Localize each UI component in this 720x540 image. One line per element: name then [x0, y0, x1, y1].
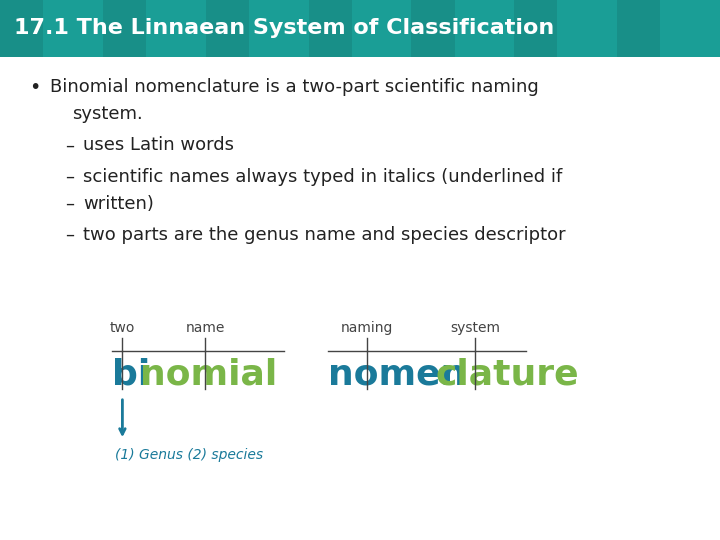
Bar — [514, 0, 557, 57]
Text: nomial: nomial — [140, 357, 278, 392]
Text: name: name — [186, 321, 225, 335]
Bar — [206, 0, 249, 57]
Text: •: • — [29, 78, 40, 97]
Text: two: two — [109, 321, 135, 335]
Text: –: – — [65, 167, 73, 186]
Text: uses Latin words: uses Latin words — [83, 136, 234, 154]
Text: –: – — [65, 136, 73, 154]
Text: –: – — [65, 195, 73, 213]
Text: system.: system. — [72, 105, 143, 123]
Bar — [0, 0, 43, 57]
Bar — [103, 0, 146, 57]
Text: nomen: nomen — [328, 357, 466, 392]
Bar — [411, 0, 454, 57]
Text: scientific names always typed in italics (underlined if: scientific names always typed in italics… — [83, 167, 562, 186]
Text: bi: bi — [112, 357, 150, 392]
Text: Binomial nomenclature is a two-part scientific naming: Binomial nomenclature is a two-part scie… — [50, 78, 539, 96]
Bar — [617, 0, 660, 57]
Text: two parts are the genus name and species descriptor: two parts are the genus name and species… — [83, 226, 565, 244]
Text: naming: naming — [341, 321, 393, 335]
Bar — [309, 0, 352, 57]
Text: written): written) — [83, 195, 153, 213]
Text: 17.1 The Linnaean System of Classification: 17.1 The Linnaean System of Classificati… — [14, 18, 554, 38]
Text: system: system — [450, 321, 500, 335]
Bar — [0, 0, 720, 57]
Text: clature: clature — [436, 357, 579, 392]
Text: –: – — [65, 226, 73, 244]
Text: (1) Genus (2) species: (1) Genus (2) species — [115, 448, 264, 462]
